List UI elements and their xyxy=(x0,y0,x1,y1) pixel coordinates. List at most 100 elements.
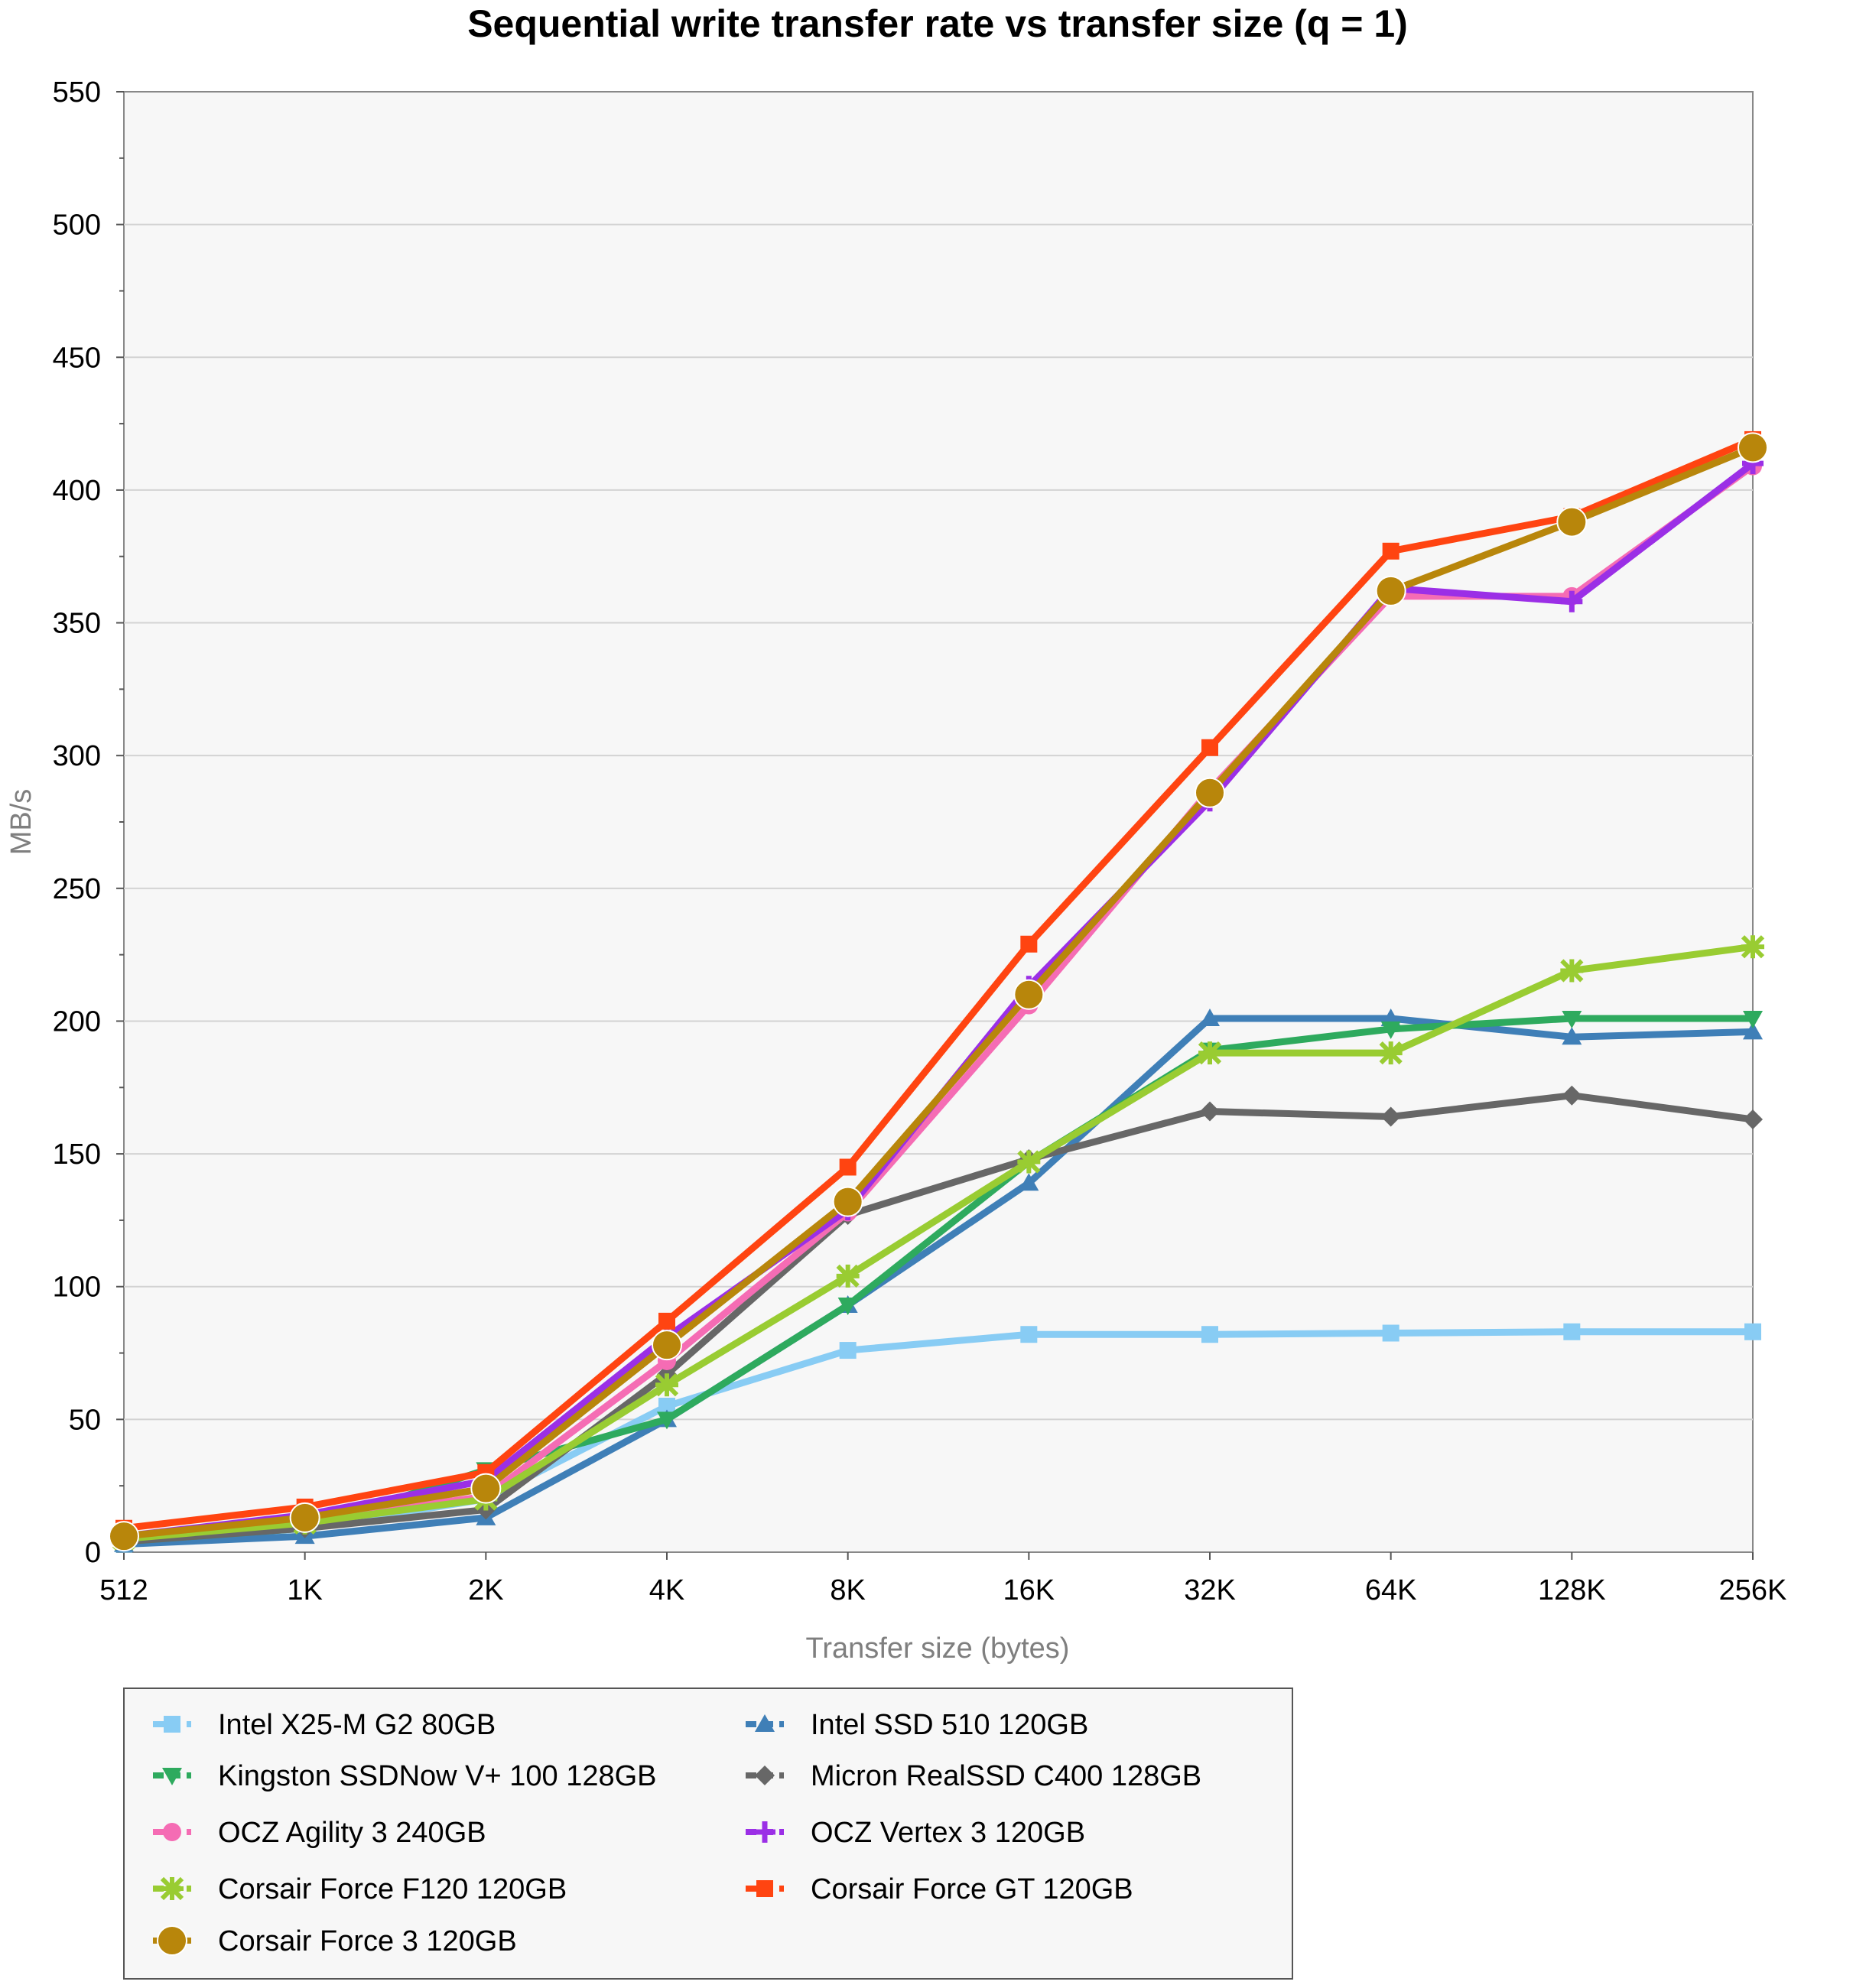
data-point xyxy=(652,1330,682,1361)
data-point xyxy=(1020,935,1038,953)
legend-label: Intel SSD 510 120GB xyxy=(811,1709,1088,1741)
x-tick-label: 2K xyxy=(468,1574,503,1606)
legend-label: Intel X25-M G2 80GB xyxy=(218,1709,496,1741)
data-point xyxy=(1562,1027,1582,1045)
data-point xyxy=(1744,1323,1761,1340)
chart-title: Sequential write transfer rate vs transf… xyxy=(467,2,1408,45)
data-point xyxy=(1562,1085,1582,1106)
legend-marker xyxy=(755,1765,775,1785)
data-point xyxy=(655,1373,679,1397)
data-point xyxy=(1743,1010,1763,1028)
x-tick-label: 8K xyxy=(830,1574,865,1606)
data-point xyxy=(1560,959,1584,983)
data-point xyxy=(837,1298,858,1316)
y-tick-label: 200 xyxy=(53,1005,101,1038)
y-axis-title: MB/s xyxy=(5,789,37,856)
data-point xyxy=(839,1342,857,1359)
legend-label: OCZ Vertex 3 120GB xyxy=(811,1817,1085,1849)
y-tick-label: 0 xyxy=(85,1537,101,1569)
data-point xyxy=(1741,935,1765,959)
series-8 xyxy=(109,432,1768,1552)
data-point xyxy=(289,1502,320,1533)
legend-item: Corsair Force F120 120GB xyxy=(153,1873,567,1905)
data-point xyxy=(1738,432,1768,463)
x-axis-title: Transfer size (bytes) xyxy=(806,1632,1070,1665)
data-point xyxy=(1017,1150,1041,1174)
legend-item: Corsair Force GT 120GB xyxy=(746,1873,1133,1905)
series-6 xyxy=(112,935,1765,1551)
grid-layer xyxy=(124,223,1753,1421)
data-point xyxy=(1556,506,1588,538)
data-point xyxy=(1563,1323,1581,1340)
data-point xyxy=(1195,777,1225,808)
y-tick-label: 300 xyxy=(53,740,101,772)
data-point xyxy=(470,1473,502,1504)
x-tick-label: 32K xyxy=(1184,1574,1236,1606)
data-point xyxy=(839,1158,857,1176)
legend-marker xyxy=(157,1925,187,1956)
data-point xyxy=(1375,575,1406,606)
data-point xyxy=(1020,1326,1038,1343)
data-point xyxy=(1013,979,1045,1010)
legend-marker xyxy=(160,1876,184,1901)
legend-label: Kingston SSDNow V+ 100 128GB xyxy=(218,1760,657,1792)
series-layer xyxy=(109,430,1768,1553)
y-tick-label: 400 xyxy=(53,475,101,507)
plot-area xyxy=(123,91,1754,1553)
x-tick-label: 4K xyxy=(649,1574,684,1606)
legend-label: Micron RealSSD C400 128GB xyxy=(811,1760,1201,1792)
data-point xyxy=(109,1521,139,1552)
data-point xyxy=(1198,1041,1222,1065)
data-point xyxy=(1200,1008,1220,1026)
series-line xyxy=(120,943,1757,1543)
y-tick-label: 350 xyxy=(53,608,101,640)
legend-item: Intel SSD 510 120GB xyxy=(746,1709,1088,1741)
series-line xyxy=(120,443,1757,1540)
x-tick-label: 128K xyxy=(1538,1574,1606,1606)
x-tick-label: 512 xyxy=(99,1574,148,1606)
data-point xyxy=(1743,1109,1763,1129)
legend-label: OCZ Agility 3 240GB xyxy=(218,1817,486,1849)
legend-item: Intel X25-M G2 80GB xyxy=(153,1709,496,1741)
y-tick-label: 550 xyxy=(53,76,101,109)
legend-item: Corsair Force 3 120GB xyxy=(153,1925,517,1957)
legend-marker xyxy=(162,1768,182,1785)
y-tick-label: 500 xyxy=(53,210,101,242)
legend-marker xyxy=(756,1880,773,1897)
legend-label: Corsair Force 3 120GB xyxy=(218,1925,517,1957)
data-point xyxy=(1743,1022,1763,1040)
y-tick-label: 250 xyxy=(53,873,101,905)
data-point xyxy=(836,1264,860,1288)
y-tick-label: 150 xyxy=(53,1139,101,1171)
x-tick-label: 64K xyxy=(1365,1574,1417,1606)
legend-label: Corsair Force F120 120GB xyxy=(218,1873,567,1905)
y-tick-label: 100 xyxy=(53,1272,101,1304)
data-point xyxy=(1379,1041,1403,1065)
x-tick-label: 256K xyxy=(1719,1574,1787,1606)
data-point xyxy=(1201,739,1218,756)
legend-item: Kingston SSDNow V+ 100 128GB xyxy=(153,1760,657,1792)
data-point xyxy=(1019,1173,1039,1191)
series-line xyxy=(120,436,1757,1532)
x-tick-label: 1K xyxy=(287,1574,322,1606)
x-tick-label: 16K xyxy=(1003,1574,1055,1606)
legend-marker xyxy=(164,1716,180,1733)
legend-item: Micron RealSSD C400 128GB xyxy=(746,1760,1201,1792)
legend-marker xyxy=(163,1823,181,1841)
data-point xyxy=(1200,1101,1220,1122)
data-point xyxy=(1382,1324,1400,1342)
data-point xyxy=(1380,1106,1401,1127)
legend-box xyxy=(123,1688,1293,1980)
legend-item: OCZ Agility 3 240GB xyxy=(153,1817,486,1849)
data-point xyxy=(1380,1021,1401,1039)
data-point xyxy=(1562,1010,1582,1028)
y-tick-label: 50 xyxy=(69,1404,101,1436)
series-line xyxy=(120,1015,1757,1548)
data-point xyxy=(658,1312,675,1330)
legend: Intel X25-M G2 80GB Kingston SSDNow V+ 10… xyxy=(153,1709,1201,1957)
legend-label: Corsair Force GT 120GB xyxy=(811,1873,1133,1905)
series-line xyxy=(120,1092,1757,1545)
legend-item: OCZ Vertex 3 120GB xyxy=(746,1817,1085,1849)
